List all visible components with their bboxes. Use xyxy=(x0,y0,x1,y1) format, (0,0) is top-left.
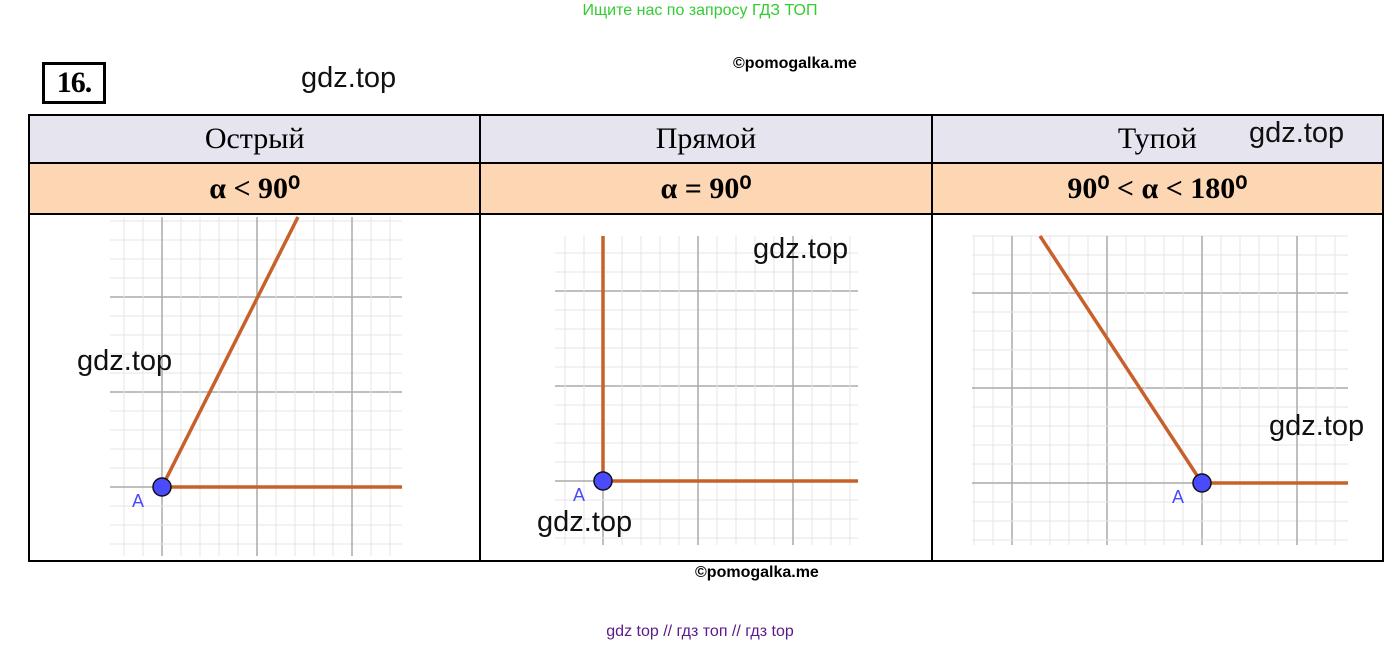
copyright-bottom: ©pomogalka.me xyxy=(695,564,819,581)
drawing-right xyxy=(479,213,933,562)
point-a xyxy=(593,471,613,491)
watermark: gdz.top xyxy=(753,233,849,265)
footer-links[interactable]: gdz top // гдз топ // гдз top xyxy=(606,623,794,640)
point-a xyxy=(1192,473,1212,493)
watermark: gdz.top xyxy=(537,506,633,538)
angle-types-table: Острый Прямой Тупой α < 90⁰ α = 90⁰ 90⁰ … xyxy=(27,114,1385,562)
point-label-a: A xyxy=(573,485,585,505)
drawing-acute xyxy=(27,213,482,562)
task-number: 16. xyxy=(42,62,106,104)
ray-second xyxy=(160,216,300,488)
watermark: gdz.top xyxy=(77,345,173,377)
formula-acute: α < 90⁰ xyxy=(27,162,482,215)
watermark: gdz.top xyxy=(301,62,397,94)
header-right: Прямой xyxy=(479,114,933,164)
header-obtuse: Тупой xyxy=(930,114,1385,164)
ray-second xyxy=(1038,235,1204,484)
formula-right: α = 90⁰ xyxy=(479,162,933,215)
formula-obtuse: 90⁰ < α < 180⁰ xyxy=(930,162,1385,215)
watermark: gdz.top xyxy=(1269,410,1365,442)
watermark: gdz.top xyxy=(1249,117,1345,149)
search-banner: Ищите нас по запросу ГДЗ ТОП xyxy=(582,2,818,19)
point-a xyxy=(152,477,172,497)
point-label-a: A xyxy=(1172,487,1184,507)
copyright-top: ©pomogalka.me xyxy=(733,55,857,72)
header-acute: Острый xyxy=(27,114,482,164)
point-label-a: A xyxy=(132,491,144,511)
